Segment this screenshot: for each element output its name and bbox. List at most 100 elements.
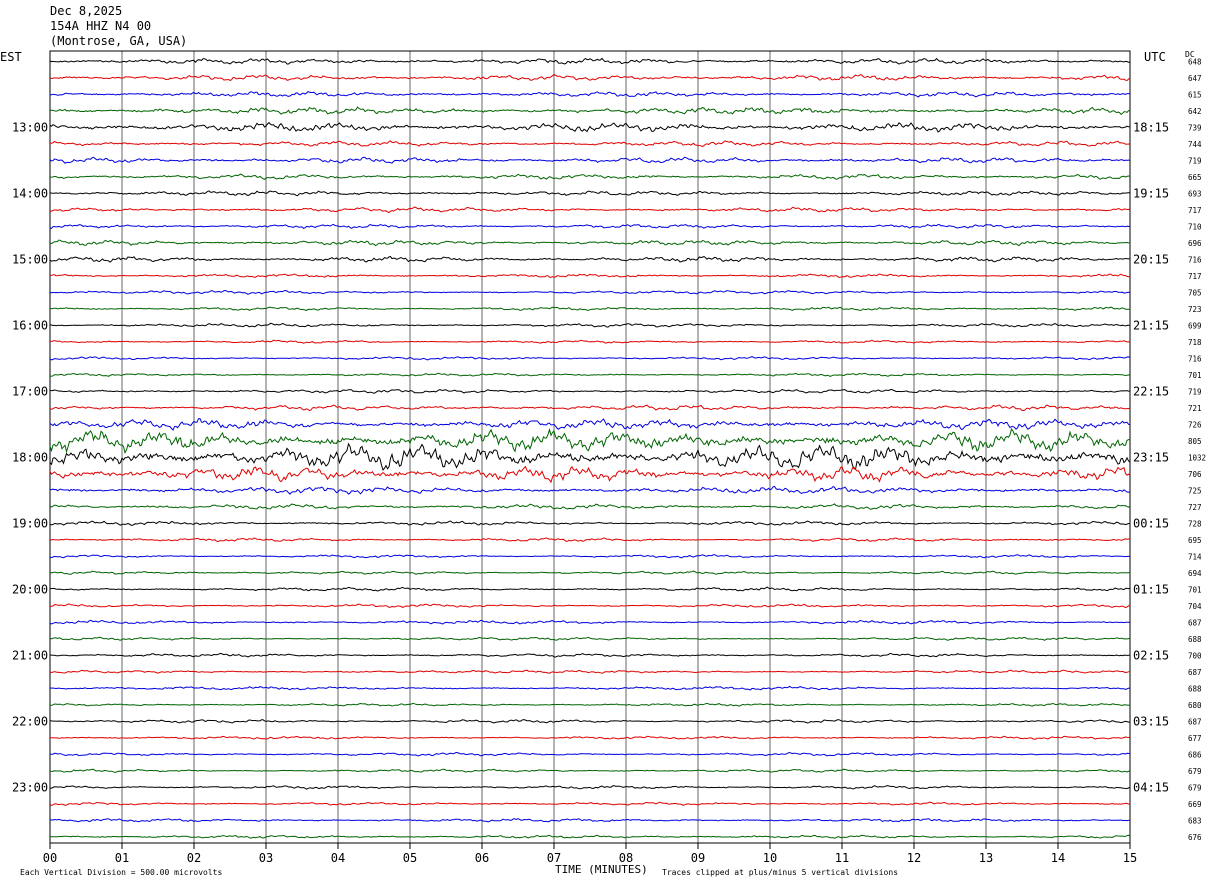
trace-line (49, 239, 1131, 247)
dc-offset-label: 686 (1188, 750, 1202, 759)
minute-tick-label: 07 (547, 851, 561, 865)
trace-line (49, 140, 1131, 148)
dc-offset-label: 725 (1188, 486, 1202, 495)
dc-offset-label: 705 (1188, 288, 1202, 297)
minute-tick-label: 06 (475, 851, 489, 865)
minute-tick-label: 11 (835, 851, 849, 865)
left-hour-label: 16:00 (12, 318, 48, 332)
right-hour-label: 23:15 (1133, 450, 1169, 464)
trace-line (49, 702, 1131, 707)
trace-line (49, 685, 1131, 691)
dc-offset-label: 717 (1188, 272, 1202, 281)
minute-tick-label: 13 (979, 851, 993, 865)
left-hour-label: 23:00 (12, 780, 48, 794)
trace-line (49, 256, 1131, 263)
trace-line (49, 339, 1131, 344)
trace-line (49, 372, 1131, 377)
trace-line (49, 418, 1131, 431)
minute-tick-label: 14 (1051, 851, 1065, 865)
dc-offset-label: 687 (1188, 618, 1202, 627)
right-hour-label: 21:15 (1133, 318, 1169, 332)
minute-tick-label: 15 (1123, 851, 1137, 865)
minute-tick-label: 09 (691, 851, 705, 865)
minute-tick-label: 02 (187, 851, 201, 865)
left-hour-label: 18:00 (12, 450, 48, 464)
dc-offset-label: 716 (1188, 255, 1202, 264)
trace-group (49, 57, 1131, 839)
trace-line (49, 427, 1131, 454)
dc-offset-label: 642 (1188, 107, 1202, 116)
dc-offset-label: 719 (1188, 156, 1202, 165)
trace-line (49, 619, 1131, 625)
dc-offset-label: 688 (1188, 684, 1202, 693)
dc-offset-label: 647 (1188, 74, 1202, 83)
trace-line (49, 818, 1131, 823)
dc-offset-label: 699 (1188, 321, 1202, 330)
dc-offset-label: 694 (1188, 569, 1202, 578)
right-hour-label: 22:15 (1133, 384, 1169, 398)
trace-line (49, 57, 1131, 65)
dc-offset-label: 679 (1188, 767, 1202, 776)
left-hour-label: 14:00 (12, 186, 48, 200)
dc-offset-label: 688 (1188, 635, 1202, 644)
right-hour-label: 03:15 (1133, 714, 1169, 728)
left-hour-label: 19:00 (12, 516, 48, 530)
left-hour-label: 13:00 (12, 120, 48, 134)
dc-offset-label: 716 (1188, 354, 1202, 363)
minute-tick-label: 03 (259, 851, 273, 865)
right-hour-label: 04:15 (1133, 780, 1169, 794)
right-hour-label: 01:15 (1133, 582, 1169, 596)
trace-line (49, 751, 1131, 757)
dc-offset-label: 679 (1188, 783, 1202, 792)
trace-line (49, 503, 1131, 510)
minute-tick-label: 05 (403, 851, 417, 865)
trace-line (49, 121, 1130, 133)
dc-offset-label: 726 (1188, 420, 1202, 429)
dc-offset-label: 687 (1188, 717, 1202, 726)
minute-tick-label: 12 (907, 851, 921, 865)
right-hour-label: 20:15 (1133, 252, 1169, 266)
trace-line (49, 801, 1131, 806)
dc-offset-label: 739 (1188, 123, 1202, 132)
dc-offset-label: 714 (1188, 552, 1202, 561)
left-hour-label: 17:00 (12, 384, 48, 398)
x-axis-title: TIME (MINUTES) (555, 863, 648, 876)
minute-tick-label: 04 (331, 851, 345, 865)
trace-line (49, 223, 1131, 229)
dc-offset-label: 687 (1188, 668, 1202, 677)
minute-tick-label: 10 (763, 851, 777, 865)
minute-axis: 00 01 02 03 04 05 06 07 08 09 10 11 12 13 14 15 (43, 843, 1137, 865)
trace-line (49, 404, 1131, 412)
trace-line (49, 91, 1131, 98)
dc-offset-label: 700 (1188, 651, 1202, 660)
dc-offset-label: 744 (1188, 140, 1202, 149)
trace-line (49, 785, 1131, 790)
left-hour-label: 22:00 (12, 714, 48, 728)
trace-line (49, 537, 1131, 543)
trace-line (49, 388, 1130, 394)
dc-offset-label: 669 (1188, 800, 1202, 809)
dc-offset-label: 719 (1188, 387, 1202, 396)
left-hour-axis: 13:00 14:00 15:00 16:00 17:00 18:00 19:00 20:00… (12, 120, 48, 794)
trace-line (49, 719, 1131, 724)
trace-line (49, 636, 1131, 641)
right-hour-axis: 18:15 19:15 20:15 21:15 22:15 23:15 00:15 01:15… (1133, 120, 1169, 794)
station-id: 154A HHZ N4 00 (50, 19, 152, 33)
trace-line (49, 156, 1131, 164)
trace-line (49, 356, 1131, 361)
dc-offset-label: 696 (1188, 239, 1202, 248)
right-hour-label: 18:15 (1133, 120, 1169, 134)
trace-line (49, 834, 1131, 839)
trace-line (49, 106, 1131, 115)
left-hour-label: 21:00 (12, 648, 48, 662)
trace-line (49, 570, 1131, 575)
dc-offset-axis: 648 647 615 642 739 744 719 665 693 717 710 696 716 7… (1188, 57, 1206, 842)
trace-line (49, 485, 1131, 495)
trace-line (49, 768, 1131, 773)
dc-offset-label: 717 (1188, 206, 1202, 215)
dc-offset-label: 680 (1188, 701, 1202, 710)
trace-line (49, 73, 1131, 82)
trace-line (49, 306, 1131, 311)
dc-offset-label: 718 (1188, 338, 1202, 347)
